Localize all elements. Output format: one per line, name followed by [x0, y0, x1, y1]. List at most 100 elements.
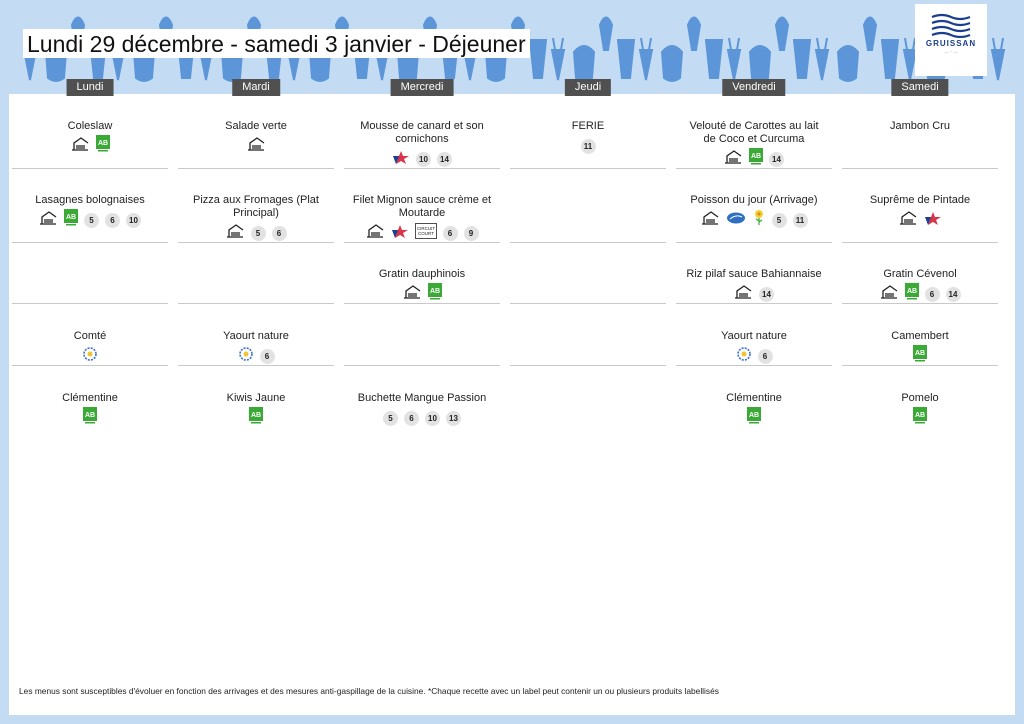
- menu-cell: Pizza aux Fromages (Plat Principal) 5 6: [178, 168, 334, 243]
- svg-text:AB: AB: [429, 288, 439, 295]
- dish-name: Salade verte: [225, 120, 287, 132]
- dish-name: Yaourt nature: [223, 330, 289, 342]
- house-icon: [39, 210, 58, 230]
- day-header: Samedi: [891, 79, 949, 96]
- empty-menu-cell: [510, 242, 666, 304]
- flower-icon: [752, 209, 766, 231]
- dish-name: Pomelo: [901, 392, 939, 404]
- aop-icon: [82, 346, 98, 367]
- menu-cell: Pomelo AB: [842, 366, 998, 427]
- dish-name: Buchette Mangue Passion: [357, 392, 487, 404]
- allergen-badge: 6: [105, 212, 120, 228]
- allergen-badge: 5: [383, 410, 398, 426]
- aop-icon: [736, 346, 752, 367]
- allergen-badge: 6: [757, 348, 773, 364]
- logo-subtitle-decoration: — ·· —: [944, 49, 958, 54]
- svg-text:AB: AB: [751, 153, 761, 160]
- allergen-badge: 5: [84, 212, 99, 228]
- dish-name: Coleslaw: [67, 120, 113, 132]
- label-icons: 5 6 10 13: [344, 410, 500, 426]
- dish-name: Clémentine: [726, 392, 782, 404]
- aop-icon: [238, 346, 254, 367]
- label-icons: AB: [676, 407, 832, 429]
- organic-icon: AB: [749, 148, 763, 170]
- dish-name: Poisson du jour (Arrivage): [690, 194, 818, 206]
- house-icon: [71, 136, 90, 156]
- dish-name: FERIE: [571, 120, 605, 132]
- label-icons: 10 14: [344, 150, 500, 169]
- svg-text:AB: AB: [251, 412, 261, 419]
- label-icons: AB 6 14: [842, 283, 998, 304]
- menu-cell: Camembert AB: [842, 304, 998, 366]
- label-icons: AB: [12, 135, 168, 157]
- french-meat-icon: [392, 150, 410, 169]
- dish-name: Clémentine: [62, 392, 118, 404]
- dish-name: Camembert: [891, 330, 949, 342]
- svg-text:AB: AB: [749, 412, 759, 419]
- house-icon: [366, 223, 385, 243]
- empty-menu-cell: [344, 304, 500, 366]
- organic-icon: AB: [913, 345, 927, 367]
- allergen-badge: 11: [580, 138, 596, 154]
- organic-icon: AB: [83, 407, 97, 429]
- dish-name: Yaourt nature: [721, 330, 787, 342]
- organic-icon: AB: [249, 407, 263, 429]
- allergen-badge: 6: [924, 286, 940, 302]
- allergen-badge: 5: [250, 225, 266, 241]
- dish-name: Filet Mignon sauce crème et Moutarde: [352, 194, 492, 219]
- label-icons: [12, 346, 168, 367]
- empty-menu-cell: [178, 242, 334, 304]
- menu-cell: Yaourt nature 6: [676, 304, 832, 366]
- dish-name: Jambon Cru: [890, 120, 950, 132]
- page-title: Lundi 29 décembre - samedi 3 janvier - D…: [23, 29, 530, 58]
- allergen-badge: 14: [945, 286, 961, 302]
- house-icon: [899, 210, 918, 230]
- menu-cell: Riz pilaf sauce Bahiannaise 14: [676, 242, 832, 304]
- day-header: Mercredi: [390, 79, 454, 96]
- dish-name: Suprême de Pintade: [869, 194, 971, 206]
- menu-cell: Coleslaw AB: [12, 94, 168, 169]
- label-icons: AB: [12, 407, 168, 429]
- short-circuit-icon: CIRCUIT COURT: [414, 222, 437, 244]
- dish-name: Lasagnes bolognaises: [35, 194, 145, 206]
- allergen-badge: 5: [771, 212, 787, 228]
- menu-cell: Salade verte: [178, 94, 334, 169]
- label-icons: CIRCUIT COURT 6 9: [344, 222, 500, 244]
- house-icon: [701, 210, 720, 230]
- dish-name: Comté: [73, 330, 107, 342]
- menu-cell: FERIE 11: [510, 94, 666, 169]
- dish-name: Gratin dauphinois: [378, 268, 466, 280]
- label-icons: 6: [178, 346, 334, 367]
- label-icons: AB: [842, 345, 998, 367]
- allergen-badge: 14: [437, 151, 452, 167]
- label-icons: AB 14: [676, 148, 832, 170]
- empty-menu-cell: [510, 168, 666, 243]
- menu-cell: Comté: [12, 304, 168, 366]
- french-meat-icon: [924, 211, 942, 230]
- house-icon: [734, 284, 753, 304]
- menu-cell: Buchette Mangue Passion 5 6 10 13: [344, 366, 500, 427]
- dish-name: Riz pilaf sauce Bahiannaise: [686, 268, 822, 280]
- dish-name: Velouté de Carottes au lait de Coco et C…: [689, 120, 819, 145]
- svg-text:AB: AB: [906, 288, 916, 295]
- menu-cell: Poisson du jour (Arrivage) 5 11: [676, 168, 832, 243]
- day-header: Jeudi: [564, 79, 612, 96]
- dish-name: Gratin Cévenol: [883, 268, 957, 280]
- gruissan-logo: GRUISSAN — ·· —: [915, 4, 987, 76]
- fish-label-icon: [726, 211, 746, 230]
- label-icons: AB: [842, 407, 998, 426]
- organic-icon: AB: [747, 407, 761, 429]
- allergen-badge: 10: [425, 410, 440, 426]
- organic-icon: AB: [95, 135, 110, 157]
- menu-cell: Lasagnes bolognaises AB 5 6 10: [12, 168, 168, 243]
- menu-cell: Velouté de Carottes au lait de Coco et C…: [676, 94, 832, 169]
- label-icons: AB: [344, 283, 500, 302]
- house-icon: [724, 149, 743, 169]
- empty-menu-cell: [510, 366, 666, 427]
- house-icon: [880, 284, 899, 304]
- label-icons: 5 11: [676, 209, 832, 231]
- french-meat-icon: [391, 224, 409, 243]
- house-icon: [247, 136, 266, 156]
- dish-name: Pizza aux Fromages (Plat Principal): [193, 194, 319, 219]
- day-header: Mardi: [232, 79, 280, 96]
